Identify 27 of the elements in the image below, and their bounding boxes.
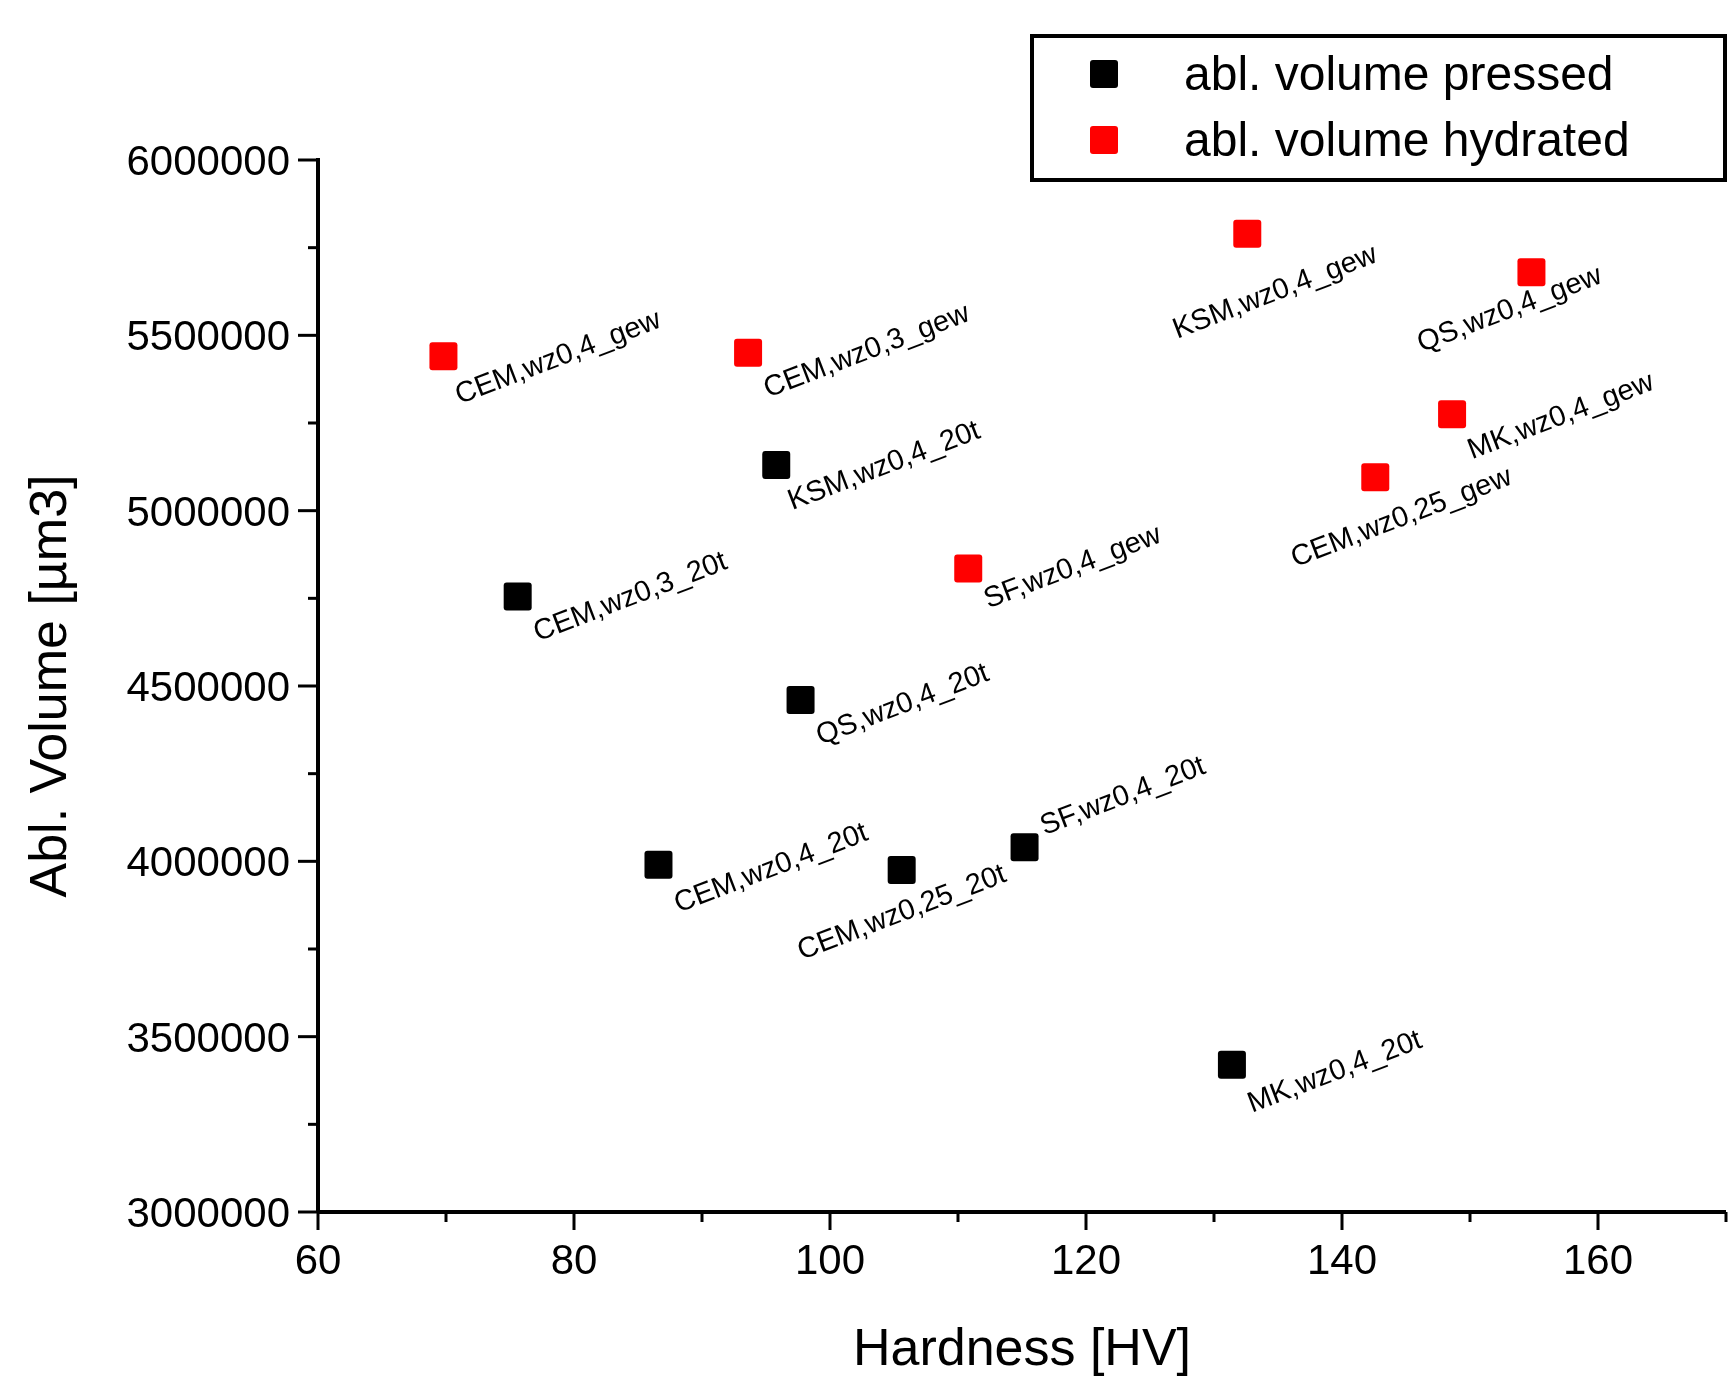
y-tick-label: 4500000 bbox=[126, 663, 290, 710]
point bbox=[503, 582, 532, 611]
point bbox=[1010, 833, 1039, 862]
point bbox=[644, 850, 673, 879]
y-tick-label: 5000000 bbox=[126, 487, 290, 535]
y-tick-label: 3500000 bbox=[126, 1013, 290, 1061]
x-tick-label: 160 bbox=[1562, 1236, 1634, 1283]
point bbox=[954, 554, 983, 583]
x-axis-title: Hardness [HV] bbox=[852, 1318, 1192, 1376]
x-tick-label: 80 bbox=[550, 1236, 598, 1283]
y-tick-label: 6000000 bbox=[126, 137, 290, 184]
y-tick-label: 5500000 bbox=[126, 312, 290, 360]
y-tick-label: 3000000 bbox=[126, 1189, 290, 1236]
y-tick-label: 4000000 bbox=[126, 838, 290, 886]
x-tick-label: 100 bbox=[794, 1236, 866, 1283]
point bbox=[1438, 400, 1467, 429]
x-tick-label: 120 bbox=[1050, 1236, 1122, 1283]
point bbox=[1217, 1050, 1246, 1079]
point bbox=[1233, 219, 1262, 248]
point bbox=[734, 338, 763, 367]
y-axis-title: Abl. Volume [µm3] bbox=[19, 474, 77, 898]
legend-label: abl. volume pressed bbox=[1184, 47, 1614, 100]
point bbox=[786, 686, 815, 715]
point bbox=[429, 342, 458, 371]
legend-label: abl. volume hydrated bbox=[1184, 113, 1630, 166]
x-tick-label: 60 bbox=[294, 1236, 342, 1283]
x-tick-label: 140 bbox=[1306, 1236, 1378, 1283]
